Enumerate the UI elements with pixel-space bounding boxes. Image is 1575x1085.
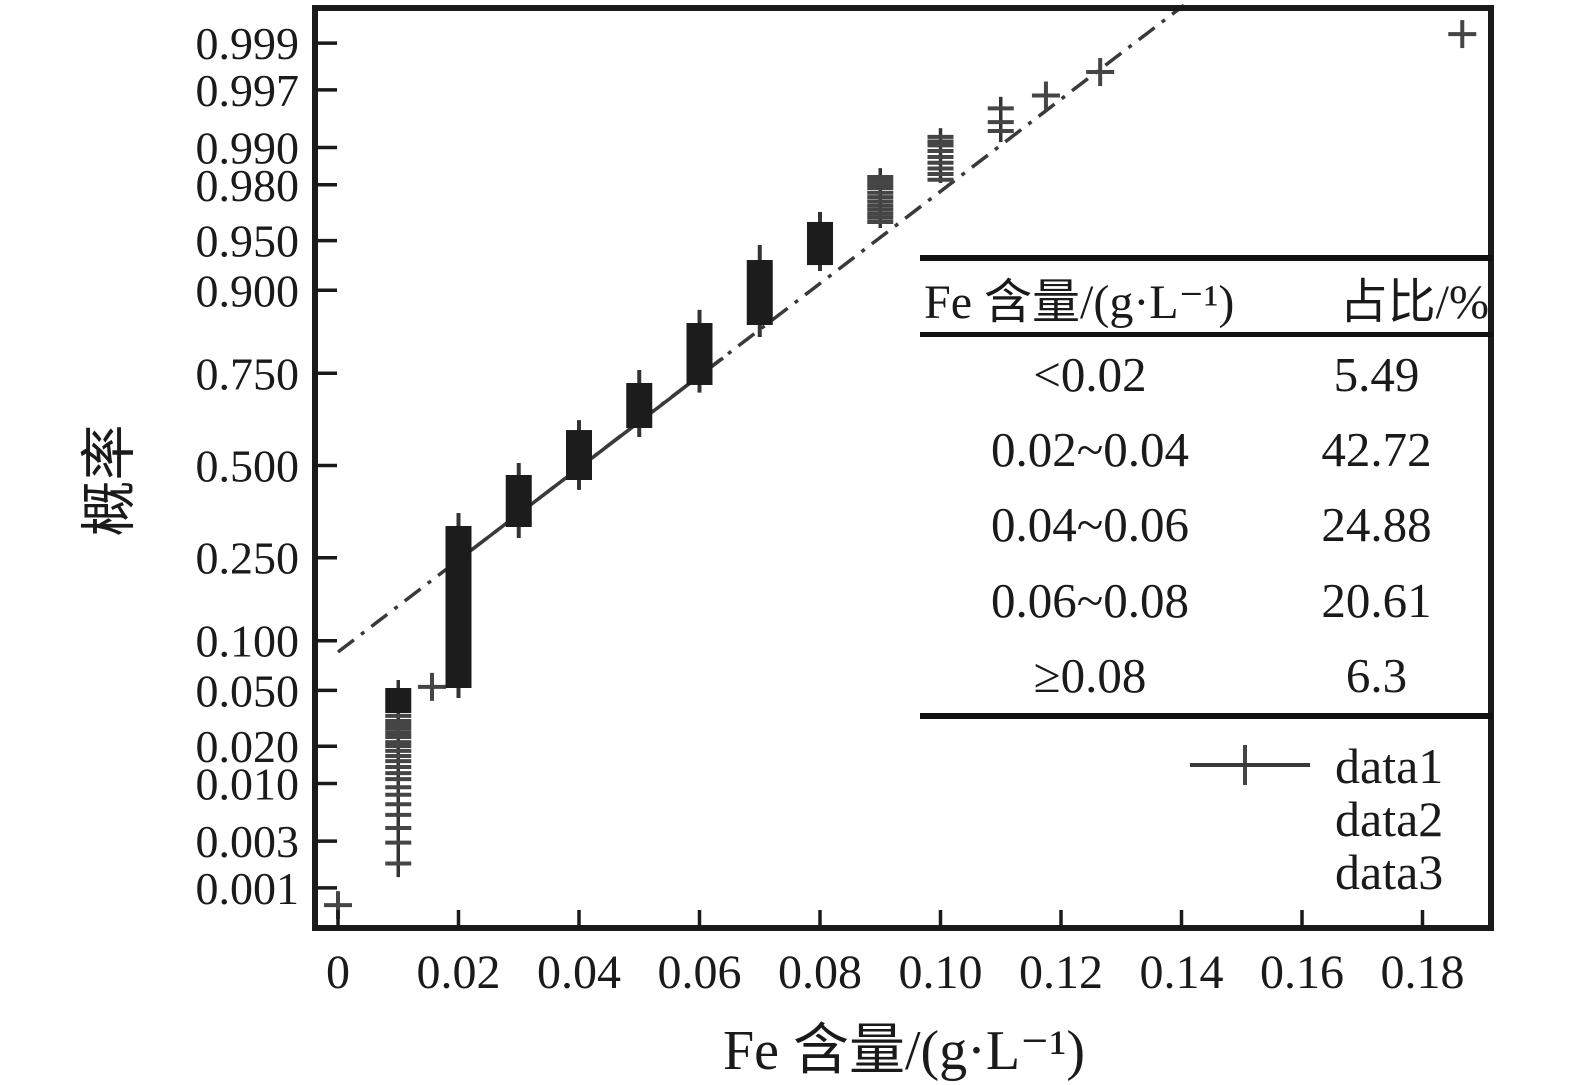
legend-item-data3: data3 <box>1185 763 1490 900</box>
dense-marker-bar <box>505 474 532 527</box>
y-tick-label: 0.980 <box>196 160 300 211</box>
inset-frequency-table: Fe 含量/(g·L⁻¹) 占比/% <0.02 5.49 0.02~0.04 … <box>920 255 1493 719</box>
table-header-percent: 占比/% <box>1339 275 1489 329</box>
dense-marker-bar <box>626 383 653 428</box>
y-tick-label: 0.999 <box>196 18 300 69</box>
y-tick-label: 0.997 <box>196 65 300 116</box>
legend-label: data3 <box>1335 844 1444 900</box>
y-tick-label: 0.500 <box>196 441 300 492</box>
dense-marker-bar <box>445 526 472 688</box>
marker-stack-dense-blob <box>385 687 412 714</box>
percent-cell: 20.61 <box>1321 572 1432 628</box>
x-tick-label: 0.12 <box>1019 946 1103 999</box>
y-tick-label: 0.950 <box>196 216 300 267</box>
legend-label: data1 <box>1335 738 1444 794</box>
y-tick-label: 0.010 <box>196 759 300 810</box>
y-axis-title: 概率 <box>79 424 142 537</box>
dense-marker-bar <box>686 322 713 385</box>
fe-range-cell: 0.06~0.08 <box>990 572 1189 628</box>
y-tick-label: 0.001 <box>196 863 300 914</box>
percent-cell: 5.49 <box>1333 347 1420 403</box>
y-tick-label: 0.750 <box>196 348 300 399</box>
y-tick-label: 0.020 <box>196 721 300 772</box>
y-tick-label: 0.050 <box>196 665 300 716</box>
x-tick-label: 0.18 <box>1381 946 1465 999</box>
table-header-fe-range: Fe 含量/(g·L⁻¹) <box>924 275 1235 329</box>
legend: data1 data2 data3 <box>1185 740 1490 899</box>
plot-border <box>312 5 1494 931</box>
table-header-rule <box>920 332 1493 337</box>
y-tick-label: 0.100 <box>196 616 300 667</box>
x-tick-label: 0.10 <box>899 946 983 999</box>
y-tick-label: 0.250 <box>196 533 300 584</box>
table-row: 0.02~0.04 42.72 <box>920 412 1493 487</box>
table-header-row: Fe 含量/(g·L⁻¹) 占比/% <box>920 261 1493 332</box>
x-tick-label: 0.14 <box>1140 946 1224 999</box>
x-tick-label: 0.08 <box>778 946 862 999</box>
y-tick-label: 0.900 <box>196 265 300 316</box>
percent-cell: 6.3 <box>1345 647 1408 703</box>
dense-marker-bar <box>746 260 773 325</box>
x-axis-title: Fe 含量/(g·L⁻¹) <box>722 1020 1086 1082</box>
table-row: 0.06~0.08 20.61 <box>920 563 1493 638</box>
percent-cell: 24.88 <box>1321 497 1432 553</box>
y-tick-label: 0.003 <box>196 816 300 867</box>
fe-range-cell: ≥0.08 <box>1033 647 1147 703</box>
fe-range-cell: 0.04~0.06 <box>990 497 1189 553</box>
x-tick-label: 0.06 <box>658 946 742 999</box>
x-tick-label: 0 <box>326 946 350 999</box>
table-row: 0.04~0.06 24.88 <box>920 487 1493 562</box>
percent-cell: 42.72 <box>1321 422 1432 478</box>
fe-range-cell: 0.02~0.04 <box>990 422 1189 478</box>
x-tick-label: 0.16 <box>1260 946 1344 999</box>
x-tick-label: 0.02 <box>417 946 501 999</box>
y-tick-label: 0.990 <box>196 122 300 173</box>
table-bottom-rule <box>920 713 1493 719</box>
legend-item-data2: data2 <box>1185 763 1490 847</box>
dense-marker-bar <box>807 221 833 266</box>
table-row: <0.02 5.49 <box>920 337 1493 412</box>
fe-range-cell: <0.02 <box>1033 347 1147 403</box>
table-top-rule <box>920 255 1493 261</box>
table-body: <0.02 5.49 0.02~0.04 42.72 0.04~0.06 24.… <box>920 337 1493 713</box>
table-row: ≥0.08 6.3 <box>920 638 1493 713</box>
legend-label: data2 <box>1335 791 1444 847</box>
x-tick-label: 0.04 <box>537 946 621 999</box>
dense-marker-bar <box>566 430 592 480</box>
